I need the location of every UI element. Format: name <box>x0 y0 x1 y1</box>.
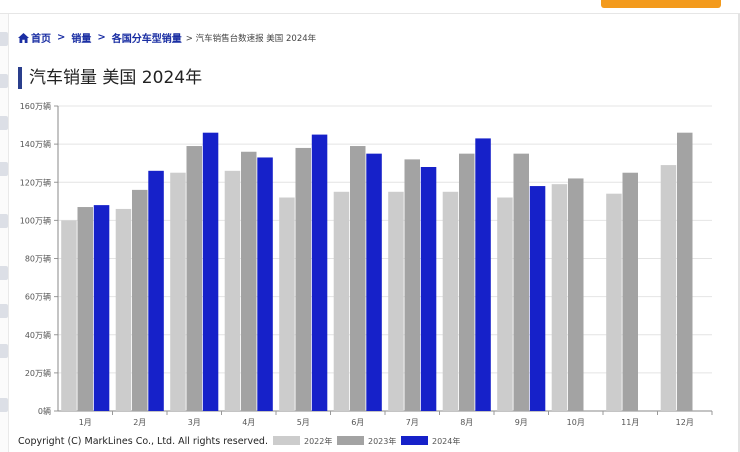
top-bar <box>0 0 740 14</box>
y-tick-label: 80万辆 <box>25 254 51 264</box>
breadcrumb-sales-link[interactable]: 销量 <box>71 34 92 45</box>
bar-2022年 <box>660 165 677 411</box>
legend-label: 2024年 <box>432 436 460 446</box>
right-side-rail <box>738 14 740 452</box>
breadcrumb-current: > 汽车销售台数速报 美国 2024年 <box>185 33 317 44</box>
y-tick-label: 100万辆 <box>20 215 51 225</box>
side-tab[interactable] <box>0 74 8 88</box>
legend-label: 2023年 <box>368 436 396 446</box>
bar-2023年 <box>568 178 584 411</box>
bar-2024年 <box>366 153 382 411</box>
y-tick-label: 40万辆 <box>25 330 51 340</box>
copyright-footer: Copyright (C) MarkLines Co., Ltd. All ri… <box>18 436 268 447</box>
bar-2023年 <box>513 153 529 411</box>
bar-2024年 <box>202 132 219 411</box>
x-tick-label: 12月 <box>676 418 694 427</box>
y-tick-label: 120万辆 <box>20 177 51 187</box>
x-tick-label: 1月 <box>79 418 92 427</box>
bar-2022年 <box>279 197 295 411</box>
bar-2023年 <box>404 159 420 411</box>
bar-2023年 <box>132 189 148 411</box>
bar-2022年 <box>115 208 132 411</box>
x-tick-label: 4月 <box>242 418 255 427</box>
x-tick-label: 8月 <box>460 418 473 427</box>
breadcrumb-country-model-link[interactable]: 各国分车型销量 <box>111 34 182 45</box>
bar-2023年 <box>677 132 693 411</box>
bar-2022年 <box>388 191 404 411</box>
bar-2022年 <box>606 193 622 411</box>
side-tab[interactable] <box>0 32 8 46</box>
bar-2024年 <box>311 134 328 411</box>
bar-2023年 <box>350 146 366 411</box>
bar-2022年 <box>333 191 350 411</box>
header-action-button[interactable] <box>601 0 721 8</box>
bar-2023年 <box>459 153 475 411</box>
legend-swatch <box>401 436 428 445</box>
side-tab[interactable] <box>0 266 8 280</box>
y-tick-label: 60万辆 <box>25 292 51 302</box>
bar-2023年 <box>77 207 93 411</box>
bar-2022年 <box>170 172 186 411</box>
y-tick-label: 160万辆 <box>20 101 51 111</box>
bar-2023年 <box>186 146 202 411</box>
bar-2024年 <box>148 170 164 411</box>
legend-swatch <box>273 436 300 445</box>
breadcrumb-separator: > <box>97 32 106 43</box>
bar-2022年 <box>224 170 241 411</box>
bar-2024年 <box>257 157 273 411</box>
bar-2022年 <box>61 220 77 411</box>
x-tick-label: 5月 <box>297 418 310 427</box>
breadcrumb-home-link[interactable]: 首页 <box>31 34 51 45</box>
page-title: 汽车销量 美国 2024年 <box>18 67 202 89</box>
side-tab[interactable] <box>0 116 8 130</box>
side-tab[interactable] <box>0 162 8 176</box>
legend-swatch <box>337 436 364 445</box>
x-tick-label: 10月 <box>567 418 585 427</box>
side-tab[interactable] <box>0 214 8 228</box>
bar-2024年 <box>529 186 546 411</box>
x-tick-label: 2月 <box>133 418 146 427</box>
y-tick-label: 20万辆 <box>25 368 51 378</box>
x-tick-label: 11月 <box>621 418 639 427</box>
breadcrumb-separator: > <box>57 32 66 43</box>
x-tick-label: 6月 <box>351 418 364 427</box>
bar-2023年 <box>622 172 638 411</box>
bar-2024年 <box>93 205 110 411</box>
y-tick-label: 0辆 <box>38 406 51 416</box>
home-icon <box>18 32 29 43</box>
left-side-rail <box>0 14 9 452</box>
side-tab[interactable] <box>0 344 8 358</box>
bar-2022年 <box>497 197 513 411</box>
x-tick-label: 3月 <box>188 418 201 427</box>
bar-2022年 <box>442 191 459 411</box>
legend-label: 2022年 <box>304 436 332 446</box>
y-tick-label: 140万辆 <box>20 139 51 149</box>
bar-2023年 <box>241 151 257 411</box>
x-tick-label: 9月 <box>515 418 528 427</box>
bar-2024年 <box>420 167 437 411</box>
x-tick-label: 7月 <box>406 418 419 427</box>
bar-2024年 <box>475 138 491 411</box>
breadcrumb: 首页 > 销量 > 各国分车型销量 > 汽车销售台数速报 美国 2024年 <box>18 30 316 45</box>
bar-2022年 <box>551 184 568 411</box>
side-tab[interactable] <box>0 398 8 412</box>
bar-2023年 <box>295 147 311 411</box>
side-tab[interactable] <box>0 304 8 318</box>
